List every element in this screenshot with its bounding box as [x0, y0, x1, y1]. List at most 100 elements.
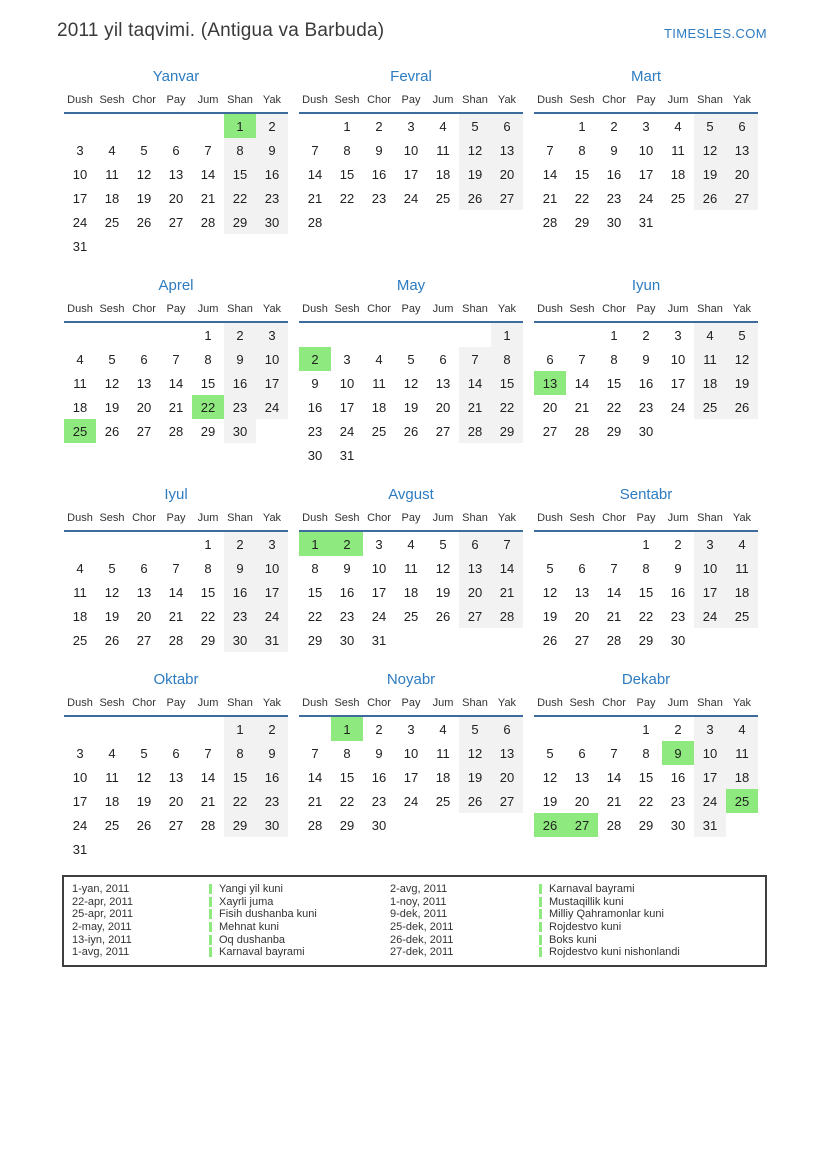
day-cell: 17 — [72, 793, 88, 809]
week-row: 16 17 18 19 20 21 22 — [299, 395, 523, 419]
week-row: 1 — [299, 322, 523, 347]
day-cell: 24 — [256, 604, 288, 628]
day-cell: 31 — [72, 841, 88, 857]
day-cell: 22 — [339, 190, 355, 206]
week-row: 4 5 6 7 8 9 10 — [64, 347, 288, 371]
day-cell: 21 — [168, 608, 184, 624]
legend-holiday-name: Mehnat kuni — [219, 921, 279, 934]
day-cell: 20 — [491, 162, 523, 186]
day-cell: 9 — [224, 556, 256, 580]
site-link[interactable]: TIMESLES.COM — [663, 26, 767, 41]
day-cell: 26 — [104, 632, 120, 648]
weekday-header: Pay — [630, 90, 662, 114]
empty-cell — [96, 234, 128, 258]
week-row: 17 18 19 20 21 22 23 — [64, 186, 288, 210]
weekday-header: Dush — [299, 90, 331, 114]
month-table: Dush Sesh Chor Pay Jum Shan Yak 1 2 3 4 5 6 7 8 9 10 11 12… — [64, 693, 288, 861]
week-row: 10 11 12 13 14 15 16 — [64, 765, 288, 789]
legend-date: 27-dek, 2011 — [390, 946, 454, 959]
day-cell: 17 — [72, 190, 88, 206]
day-cell: 22 — [606, 399, 622, 415]
empty-cell — [491, 628, 523, 652]
day-cell: 1 — [578, 118, 586, 134]
day-cell: 17 — [339, 399, 355, 415]
weekday-header: Pay — [160, 693, 192, 717]
day-cell: 2 — [375, 721, 383, 737]
day-cell: 14 — [168, 584, 184, 600]
day-cell: 17 — [638, 166, 654, 182]
day-cell: 21 — [168, 399, 184, 415]
legend-holiday-name: Rojdestvo kuni — [549, 921, 622, 934]
day-cell: 20 — [726, 162, 758, 186]
day-cell: 15 — [307, 584, 323, 600]
empty-cell — [534, 322, 566, 347]
week-row: 5 6 7 8 9 10 11 — [534, 556, 758, 580]
day-cell: 12 — [136, 769, 152, 785]
day-cell: 8 — [610, 351, 618, 367]
page-title: 2011 yil taqvimi. (Antigua va Barbuda) — [57, 20, 385, 41]
empty-cell — [491, 443, 523, 467]
empty-cell — [64, 113, 96, 138]
day-cell: 8 — [224, 741, 256, 765]
month-title: Oktabr — [153, 671, 199, 688]
empty-cell — [491, 210, 523, 234]
day-cell: 5 — [108, 351, 116, 367]
day-cell: 28 — [459, 419, 491, 443]
day-cell: 5 — [726, 322, 758, 347]
day-cell: 7 — [610, 560, 618, 576]
month-table: Dush Sesh Chor Pay Jum Shan Yak 1 2 3 4 5 6 7 8 9 10 11 12… — [534, 508, 758, 652]
day-cell: 13 — [574, 584, 590, 600]
empty-cell — [128, 234, 160, 258]
weekday-header: Shan — [694, 299, 726, 323]
weekday-header: Yak — [256, 299, 288, 323]
day-cell: 13 — [491, 138, 523, 162]
day-cell: 30 — [339, 632, 355, 648]
day-cell: 30 — [371, 817, 387, 833]
day-cell: 28 — [307, 214, 323, 230]
month-mart: Mart Dush Sesh Chor Pay Jum Shan Yak 1 2 3 4 5 6 7 8 9 10… — [534, 68, 758, 234]
weekday-header: Sesh — [331, 90, 363, 114]
weekday-header: Sesh — [331, 299, 363, 323]
day-cell: 7 — [311, 142, 319, 158]
weekday-header: Jum — [192, 299, 224, 323]
weekday-header: Chor — [128, 693, 160, 717]
day-cell: 13 — [168, 769, 184, 785]
day-cell: 28 — [542, 214, 558, 230]
day-cell: 13 — [136, 584, 152, 600]
holiday-legend: 1-yan, 2011 Yangi yil kuni 22-apr, 2011 Xay… — [62, 875, 767, 967]
weekday-header: Pay — [395, 508, 427, 532]
day-cell: 10 — [256, 347, 288, 371]
day-cell: 18 — [104, 190, 120, 206]
holiday-marker-icon — [209, 909, 212, 920]
month-title: Mart — [631, 68, 661, 85]
weekday-header: Sesh — [566, 693, 598, 717]
day-cell: 29 — [224, 210, 256, 234]
day-cell: 14 — [307, 166, 323, 182]
empty-cell — [395, 443, 427, 467]
day-cell: 3 — [407, 118, 415, 134]
week-row: 7 8 9 10 11 12 13 — [299, 741, 523, 765]
day-cell: 9 — [343, 560, 351, 576]
day-cell: 7 — [172, 560, 180, 576]
legend-holiday-name: Karnaval bayrami — [219, 946, 305, 959]
legend-row: 2-may, 2011 Mehnat kuni — [72, 921, 390, 934]
day-cell: 23 — [371, 793, 387, 809]
day-cell: 1 — [331, 716, 363, 741]
day-cell: 18 — [403, 584, 419, 600]
empty-cell — [427, 210, 459, 234]
day-cell: 26 — [403, 423, 419, 439]
month-title: Noyabr — [386, 671, 436, 688]
legend-column-right: 2-avg, 2011 Karnaval bayrami 1-noy, 2011 Mu… — [390, 883, 765, 959]
legend-date: 22-apr, 2011 — [72, 895, 133, 908]
legend-row: 22-apr, 2011 Xayrli juma — [72, 896, 390, 909]
empty-cell — [694, 210, 726, 234]
day-cell: 12 — [694, 138, 726, 162]
day-cell: 5 — [694, 113, 726, 138]
day-cell: 27 — [136, 632, 152, 648]
day-cell: 15 — [574, 166, 590, 182]
empty-cell — [566, 531, 598, 556]
week-row: 23 24 25 26 27 28 29 — [299, 419, 523, 443]
day-cell: 25 — [694, 395, 726, 419]
